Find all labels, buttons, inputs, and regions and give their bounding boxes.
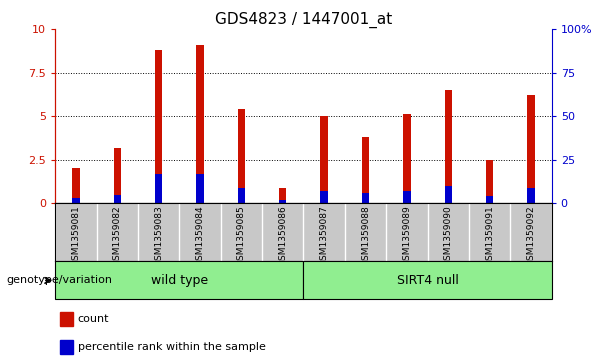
Text: GSM1359086: GSM1359086	[278, 205, 287, 266]
FancyBboxPatch shape	[55, 261, 303, 299]
Text: GSM1359091: GSM1359091	[485, 205, 494, 266]
Bar	[321, 116, 328, 203]
Bar	[527, 95, 535, 203]
Bar	[444, 90, 452, 203]
Text: GSM1359087: GSM1359087	[319, 205, 329, 266]
Bar	[321, 191, 328, 203]
Bar	[113, 147, 121, 203]
Text: genotype/variation: genotype/variation	[6, 276, 112, 285]
Bar	[72, 198, 80, 203]
Bar	[196, 174, 204, 203]
Text: GSM1359088: GSM1359088	[361, 205, 370, 266]
Text: GSM1359089: GSM1359089	[402, 205, 411, 266]
Bar	[155, 50, 162, 203]
Text: GSM1359081: GSM1359081	[71, 205, 80, 266]
Bar	[362, 193, 369, 203]
Bar	[403, 191, 411, 203]
Bar	[444, 186, 452, 203]
Bar	[279, 188, 286, 203]
Bar	[486, 160, 493, 203]
FancyBboxPatch shape	[303, 261, 552, 299]
Bar	[72, 168, 80, 203]
Text: GSM1359082: GSM1359082	[113, 205, 122, 266]
Text: GSM1359084: GSM1359084	[196, 205, 205, 266]
Text: GSM1359090: GSM1359090	[444, 205, 453, 266]
Bar	[113, 195, 121, 203]
Text: wild type: wild type	[151, 274, 208, 287]
Text: GSM1359085: GSM1359085	[237, 205, 246, 266]
Bar	[155, 174, 162, 203]
Bar	[279, 200, 286, 203]
Bar	[486, 196, 493, 203]
Bar	[60, 311, 72, 326]
Bar	[238, 188, 245, 203]
Bar	[527, 188, 535, 203]
Bar	[196, 45, 204, 203]
Text: GSM1359083: GSM1359083	[154, 205, 163, 266]
Text: percentile rank within the sample: percentile rank within the sample	[77, 342, 265, 352]
Text: GSM1359092: GSM1359092	[527, 205, 536, 266]
Bar	[362, 137, 369, 203]
Bar	[60, 340, 72, 354]
Title: GDS4823 / 1447001_at: GDS4823 / 1447001_at	[215, 12, 392, 28]
Bar	[403, 114, 411, 203]
Text: count: count	[77, 314, 109, 323]
Text: SIRT4 null: SIRT4 null	[397, 274, 459, 287]
Bar	[238, 109, 245, 203]
